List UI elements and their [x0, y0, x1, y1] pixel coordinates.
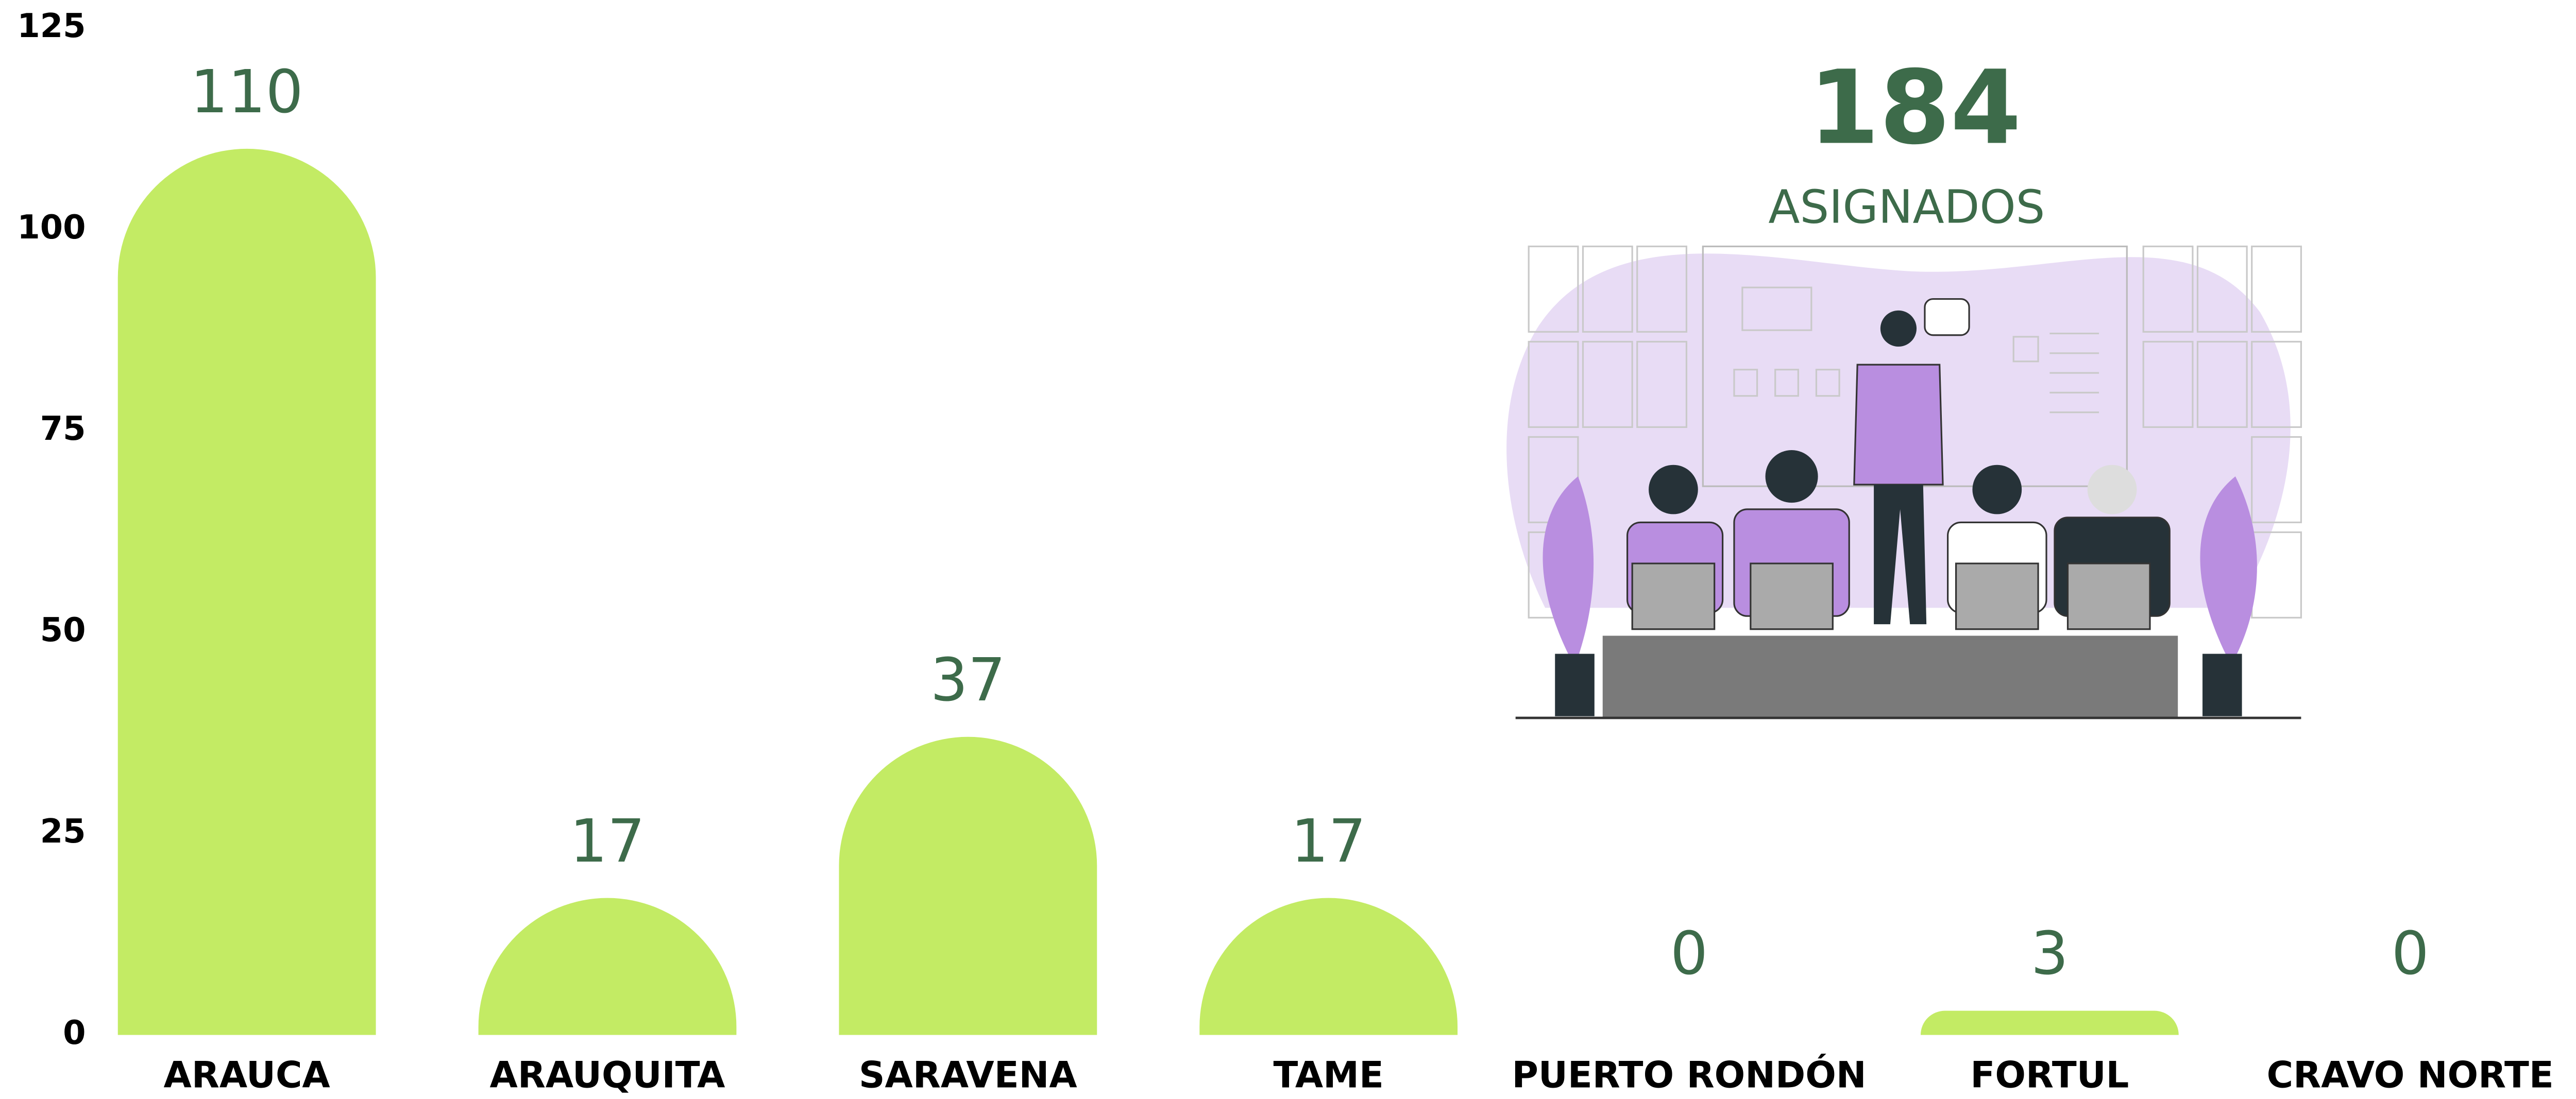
- value-label: 0: [1670, 919, 1708, 988]
- y-tick-label: 50: [40, 611, 86, 649]
- value-label: 3: [2031, 919, 2069, 988]
- value-label: 0: [2392, 919, 2429, 988]
- y-tick-label: 75: [40, 410, 86, 448]
- value-label: 110: [191, 58, 303, 127]
- value-label: 37: [930, 646, 1006, 715]
- y-tick-label: 100: [17, 209, 86, 247]
- x-tick-label: SARAVENA: [859, 1054, 1077, 1096]
- y-tick-label: 125: [17, 7, 86, 45]
- x-tick-label: FORTUL: [1970, 1054, 2129, 1096]
- value-label: 17: [570, 807, 645, 876]
- bar: [479, 898, 737, 1035]
- y-tick-label: 0: [63, 1014, 86, 1052]
- x-tick-label: TAME: [1273, 1054, 1383, 1096]
- illustration: [1506, 246, 2301, 717]
- bar: [118, 149, 376, 1035]
- x-tick-label: PUERTO RONDÓN: [1512, 1054, 1867, 1096]
- x-tick-label: CRAVO NORTE: [2267, 1054, 2554, 1096]
- total-value: 184: [1808, 48, 2021, 167]
- bar: [1199, 898, 1458, 1035]
- x-tick-label: ARAUQUITA: [490, 1054, 725, 1096]
- bar: [1921, 1011, 2179, 1035]
- total-label: ASIGNADOS: [1768, 181, 2045, 234]
- chart: 184 ASIGNADOS 0 25 50 75 100 125 ARAUCA 110 ARAU…: [0, 0, 2576, 1099]
- value-label: 17: [1291, 807, 1366, 876]
- x-tick-label: ARAUCA: [164, 1054, 330, 1096]
- bar: [839, 737, 1097, 1035]
- y-tick-label: 25: [40, 813, 86, 851]
